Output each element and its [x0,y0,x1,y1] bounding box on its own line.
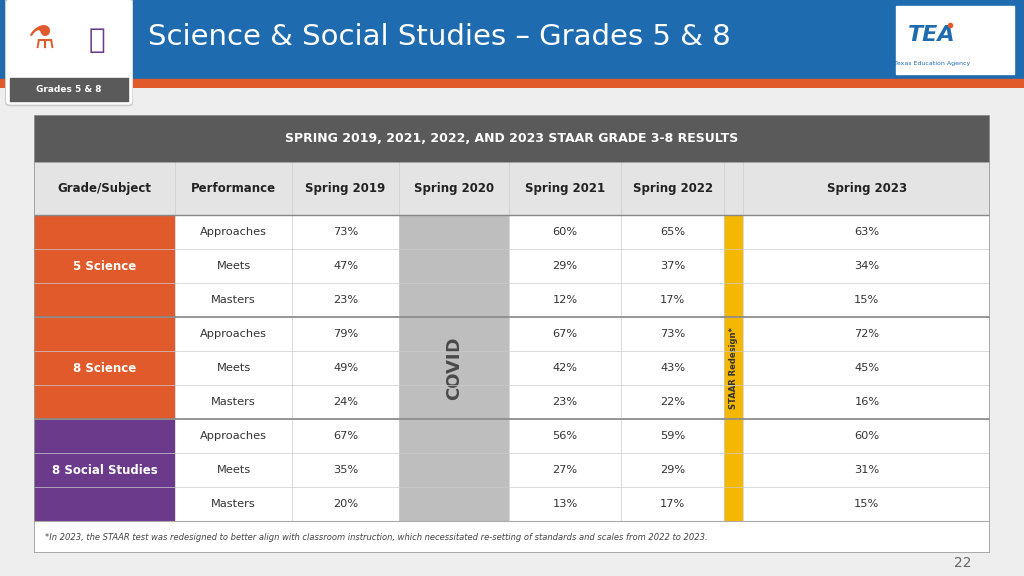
Text: 8 Science: 8 Science [73,362,136,375]
Text: 20%: 20% [333,499,358,509]
Bar [34,283,990,317]
Text: Approaches: Approaches [200,329,267,339]
Bar [34,162,990,215]
Bar [34,215,175,317]
Text: 12%: 12% [553,295,578,305]
Bar [896,6,1014,74]
Text: 47%: 47% [333,261,358,271]
Text: 73%: 73% [660,329,685,339]
Text: 29%: 29% [660,465,685,475]
Text: Meets: Meets [216,465,251,475]
Text: ⚗: ⚗ [28,26,54,55]
Text: 15%: 15% [854,295,880,305]
Bar [10,78,128,101]
Text: 5 Science: 5 Science [73,260,136,272]
Text: Approaches: Approaches [200,227,267,237]
Bar [34,317,990,351]
Text: 45%: 45% [854,363,880,373]
Text: 13%: 13% [553,499,578,509]
Text: 60%: 60% [854,431,880,441]
Text: Meets: Meets [216,363,251,373]
Text: 63%: 63% [854,227,880,237]
Bar [34,419,175,521]
Text: 59%: 59% [660,431,685,441]
Text: 27%: 27% [553,465,578,475]
Text: 22%: 22% [660,397,685,407]
Text: 34%: 34% [854,261,880,271]
Text: SPRING 2019, 2021, 2022, AND 2023 STAAR GRADE 3-8 RESULTS: SPRING 2019, 2021, 2022, AND 2023 STAAR … [286,132,738,145]
Text: Meets: Meets [216,261,251,271]
Text: 22: 22 [953,556,972,570]
Text: Grade/Subject: Grade/Subject [57,182,152,195]
Text: *In 2023, the STAAR test was redesigned to better align with classroom instructi: *In 2023, the STAAR test was redesigned … [45,533,708,541]
Text: Spring 2020: Spring 2020 [414,182,495,195]
Text: Approaches: Approaches [200,431,267,441]
Text: 72%: 72% [854,329,880,339]
Text: Masters: Masters [211,499,256,509]
Text: 49%: 49% [333,363,358,373]
Text: 73%: 73% [333,227,358,237]
Text: Performance: Performance [191,182,276,195]
Text: 23%: 23% [553,397,578,407]
Bar [724,215,743,521]
Text: 65%: 65% [660,227,685,237]
Text: 42%: 42% [553,363,578,373]
Text: Spring 2022: Spring 2022 [633,182,713,195]
Bar [34,385,990,419]
Bar [34,453,990,487]
Bar [34,215,990,249]
Bar [34,115,990,162]
Text: 16%: 16% [854,397,880,407]
Text: Spring 2023: Spring 2023 [826,182,907,195]
Bar [34,419,990,453]
Text: 35%: 35% [333,465,358,475]
Text: 79%: 79% [333,329,358,339]
Text: 8 Social Studies: 8 Social Studies [51,464,158,477]
Text: Spring 2019: Spring 2019 [305,182,386,195]
Text: 24%: 24% [333,397,358,407]
Text: 43%: 43% [660,363,685,373]
Text: 17%: 17% [660,499,685,509]
Bar [34,351,990,385]
Text: 67%: 67% [333,431,358,441]
Bar [34,487,990,521]
Text: Science & Social Studies – Grades 5 & 8: Science & Social Studies – Grades 5 & 8 [148,23,731,51]
Text: Masters: Masters [211,295,256,305]
Text: COVID: COVID [445,336,463,400]
Bar [34,317,175,419]
Text: 23%: 23% [333,295,358,305]
Text: 15%: 15% [854,499,880,509]
Text: 29%: 29% [553,261,578,271]
Text: 31%: 31% [854,465,880,475]
Text: Masters: Masters [211,397,256,407]
Text: STAAR Redesign*: STAAR Redesign* [729,327,738,409]
Text: 🌐: 🌐 [89,26,105,55]
Text: TEA: TEA [908,25,955,45]
Bar [34,521,990,553]
Text: Spring 2021: Spring 2021 [525,182,605,195]
Text: 67%: 67% [553,329,578,339]
Text: 60%: 60% [553,227,578,237]
Bar [0,79,1024,88]
Text: Texas Education Agency: Texas Education Agency [894,60,970,66]
Bar [34,249,990,283]
Text: 37%: 37% [660,261,685,271]
Text: Grades 5 & 8: Grades 5 & 8 [37,85,101,94]
Text: 56%: 56% [553,431,578,441]
Bar [399,215,509,521]
FancyBboxPatch shape [5,0,133,105]
Text: 17%: 17% [660,295,685,305]
